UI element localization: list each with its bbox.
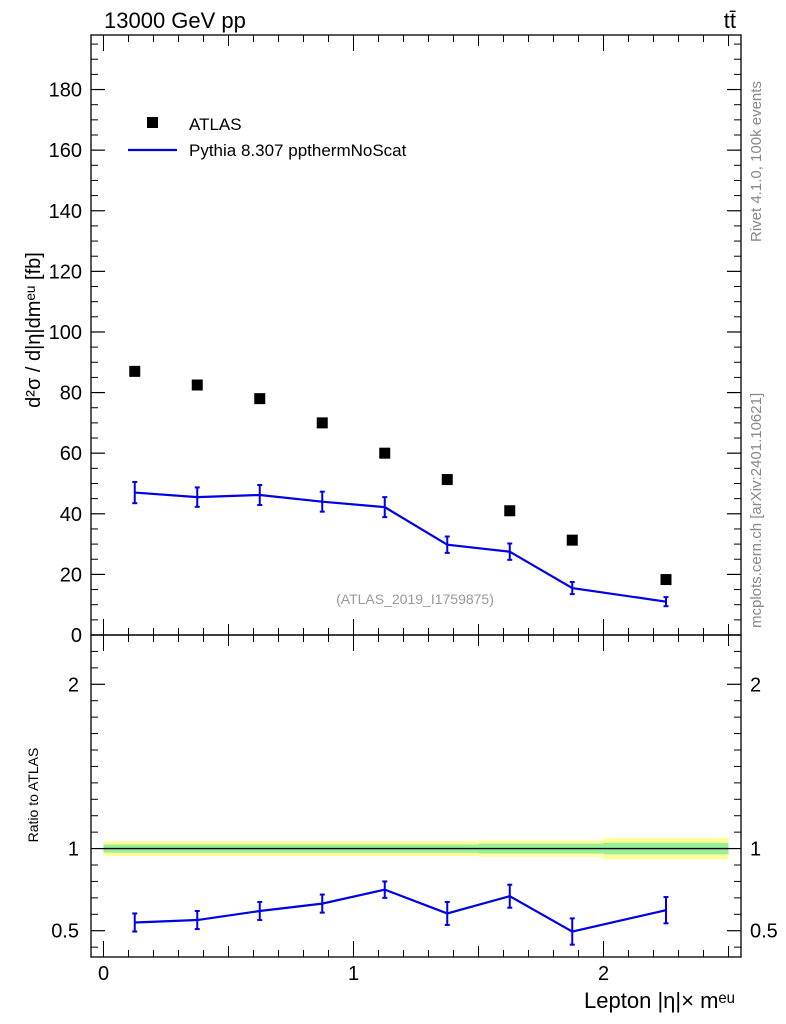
legend-data-marker xyxy=(147,117,158,128)
main-y-axis-label: d²σ / d|η|dmᵉᵘ [fb] xyxy=(23,252,45,408)
legend: ATLAS Pythia 8.307 ppthermNoScat xyxy=(128,115,407,160)
legend-data-label: ATLAS xyxy=(189,115,242,134)
x-tick-label: 0 xyxy=(98,963,109,985)
ratio-y-tick-label-left: 2 xyxy=(68,674,79,696)
source-label: mcplots.cern.ch [arXiv:2401.10621] xyxy=(748,393,765,628)
ratio-y-tick-label-left: 0.5 xyxy=(51,921,79,943)
y-tick-label: 60 xyxy=(60,443,82,465)
legend-mc-label: Pythia 8.307 ppthermNoScat xyxy=(189,141,407,160)
data-point xyxy=(254,393,266,405)
ratio-frame xyxy=(90,634,742,958)
ratio-y-tick-label-right: 2 xyxy=(750,674,761,696)
ratio-mc-line xyxy=(134,888,667,933)
data-point xyxy=(566,534,578,546)
y-tick-label: 20 xyxy=(60,564,82,586)
y-tick-label: 40 xyxy=(60,504,82,526)
main-panel: 0 20 40 60 80 100 120 140 160 180 xyxy=(49,34,742,647)
data-point xyxy=(504,505,516,517)
x-tick-label: 2 xyxy=(598,963,609,985)
y-tick-label: 80 xyxy=(60,383,82,405)
ratio-y-tick-label-right: 0.5 xyxy=(750,921,778,943)
y-tick-label: 140 xyxy=(49,201,82,223)
y-tick-label: 180 xyxy=(49,80,82,102)
ratio-panel: 0.5 0.5 1 1 2 2 0 1 2 xyxy=(51,634,778,985)
data-point xyxy=(379,447,391,459)
y-tick-label: 160 xyxy=(49,140,82,162)
ratio-y-tick-label-left: 1 xyxy=(68,839,79,861)
y-tick-label: 100 xyxy=(49,322,82,344)
x-axis-label: Lepton |η|× mᵉᵘ xyxy=(584,988,735,1013)
data-point xyxy=(441,474,453,486)
rivet-label: Rivet 4.1.0, 100k events xyxy=(748,81,765,242)
mc-line xyxy=(134,491,667,603)
ratio-y-axis-label: Ratio to ATLAS xyxy=(25,748,41,843)
y-tick-label: 0 xyxy=(71,625,82,647)
y-tick-label: 120 xyxy=(49,261,82,283)
x-tick-label: 1 xyxy=(348,963,359,985)
data-point xyxy=(316,417,328,429)
energy-label: 13000 GeV pp xyxy=(104,8,246,33)
data-point xyxy=(191,379,203,391)
data-point xyxy=(129,365,141,377)
data-point xyxy=(660,574,672,586)
ratio-y-tick-label-right: 1 xyxy=(750,839,761,861)
analysis-id: (ATLAS_2019_I1759875) xyxy=(336,591,494,607)
process-label: tt̄ xyxy=(724,8,736,33)
